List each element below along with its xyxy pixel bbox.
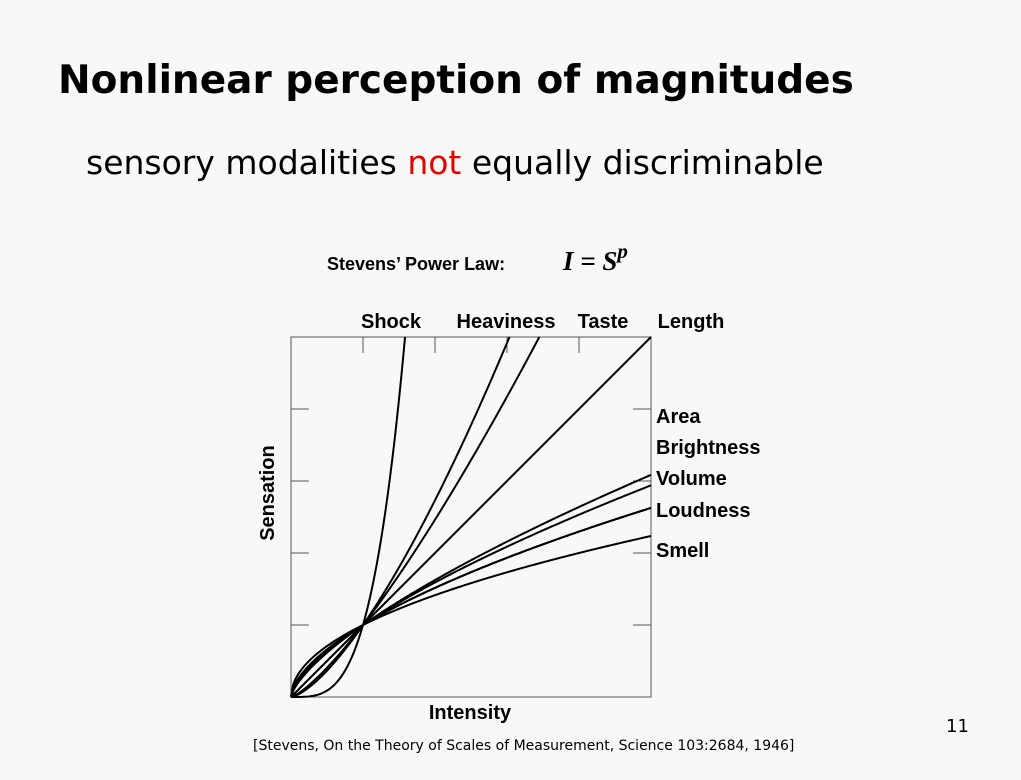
curve-brightness — [290, 535, 652, 698]
subtitle-text-end: equally discriminable — [461, 143, 824, 182]
curve-label-volume: Volume — [656, 468, 727, 490]
curve-label-group: Shock Heaviness Taste Length Area Brightness V… — [361, 311, 760, 562]
curve-label-brightness: Brightness — [656, 437, 760, 459]
power-law-equation: I = Sp — [562, 239, 628, 276]
curve-label-taste: Taste — [578, 311, 629, 333]
power-law-label: Stevens’ Power Law: — [327, 254, 505, 274]
curve-heaviness — [290, 336, 511, 698]
x-axis-label: Intensity — [429, 702, 512, 724]
curve-label-smell: Smell — [656, 540, 709, 562]
curve-smell — [290, 506, 652, 698]
slide-title: Nonlinear perception of magnitudes — [58, 58, 854, 103]
equation-lhs: I = S — [562, 246, 617, 276]
y-axis-label: Sensation — [257, 445, 279, 541]
citation: [Stevens, On the Theory of Scales of Mea… — [253, 738, 795, 754]
curve-label-length: Length — [658, 311, 725, 333]
page-number: 11 — [946, 716, 969, 737]
subtitle-highlight: not — [407, 143, 462, 182]
curve-label-area: Area — [656, 406, 701, 428]
subtitle-text-start: sensory modalities — [86, 143, 408, 182]
curve-group — [290, 336, 652, 698]
slide-subtitle: sensory modalities not equally discrimin… — [86, 143, 824, 182]
curve-label-loudness: Loudness — [656, 500, 750, 522]
curve-label-shock: Shock — [361, 311, 422, 333]
plot-frame — [290, 336, 652, 698]
axis-ticks — [291, 337, 651, 626]
curve-volume — [290, 506, 652, 698]
equation-exponent: p — [615, 239, 628, 263]
curve-length — [290, 336, 652, 698]
curve-taste — [290, 336, 541, 698]
curve-shock — [291, 336, 407, 698]
curve-label-heaviness: Heaviness — [457, 311, 556, 333]
